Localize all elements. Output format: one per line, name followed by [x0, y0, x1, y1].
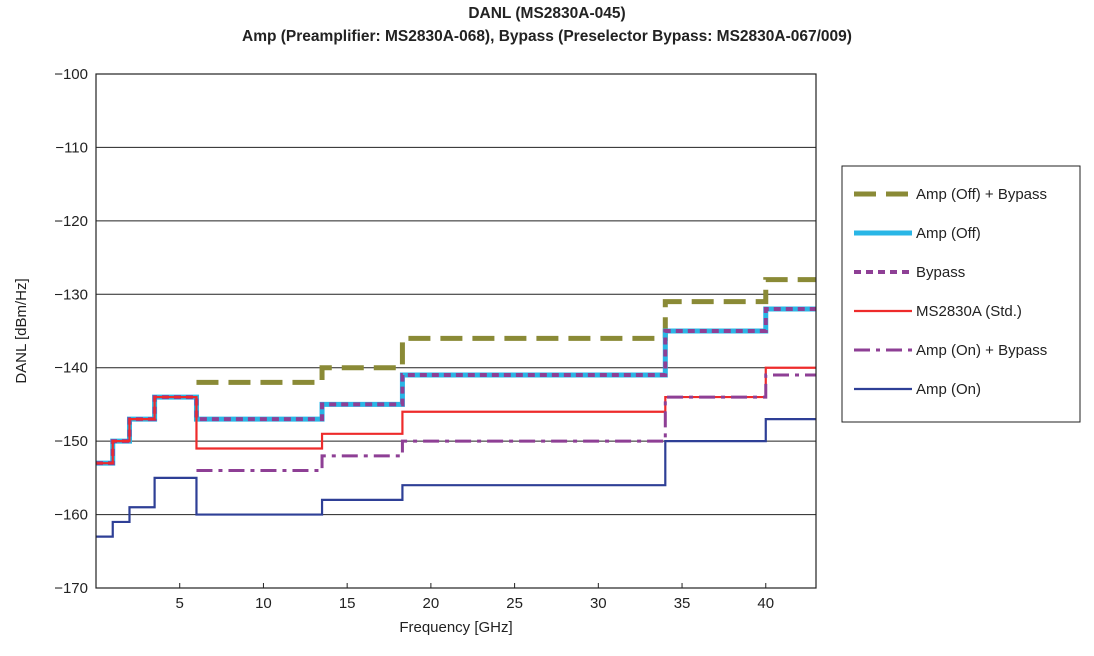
x-axis: 5 10 15 20 25 30 35 40 — [176, 583, 774, 612]
x-tick-label: 25 — [506, 595, 523, 612]
y-tick-label: −100 — [54, 66, 88, 83]
y-tick-label: −150 — [54, 433, 88, 450]
series-line — [196, 373, 816, 473]
y-tick-label: −110 — [55, 139, 88, 156]
legend-label: MS2830A (Std.) — [916, 303, 1022, 320]
legend-label: Amp (Off) — [916, 225, 981, 242]
x-tick-label: 40 — [757, 595, 774, 612]
y-tick-label: −120 — [54, 213, 88, 230]
chart-title: DANL (MS2830A-045) — [468, 5, 626, 22]
x-axis-label: Frequency [GHz] — [399, 619, 512, 636]
legend: Amp (Off) + Bypass Amp (Off) Bypass MS2830A… — [841, 165, 1081, 423]
series-layer — [96, 277, 816, 538]
x-tick-label: 20 — [423, 595, 440, 612]
y-tick-label: −170 — [54, 580, 88, 597]
legend-label: Amp (On) — [916, 381, 981, 398]
plot-frame — [95, 73, 817, 589]
legend-label: Amp (Off) + Bypass — [916, 186, 1047, 203]
series-line — [196, 277, 816, 385]
x-tick-label: 15 — [339, 595, 356, 612]
x-tick-label: 5 — [176, 595, 184, 612]
legend-box — [841, 165, 1081, 423]
y-axis: −100 −110 −120 −130 −140 −150 −160 −170 — [54, 66, 88, 597]
x-tick-label: 10 — [255, 595, 272, 612]
y-tick-label: −130 — [54, 286, 88, 303]
y-tick-label: −140 — [54, 360, 88, 377]
legend-label: Amp (On) + Bypass — [916, 342, 1047, 359]
legend-label: Bypass — [916, 264, 965, 281]
x-tick-label: 30 — [590, 595, 607, 612]
series-line — [96, 418, 816, 538]
chart-subtitle: Amp (Preamplifier: MS2830A-068), Bypass … — [242, 28, 852, 45]
x-tick-label: 35 — [674, 595, 691, 612]
y-tick-label: −160 — [54, 507, 88, 524]
y-axis-label: DANL [dBm/Hz] — [13, 278, 30, 383]
